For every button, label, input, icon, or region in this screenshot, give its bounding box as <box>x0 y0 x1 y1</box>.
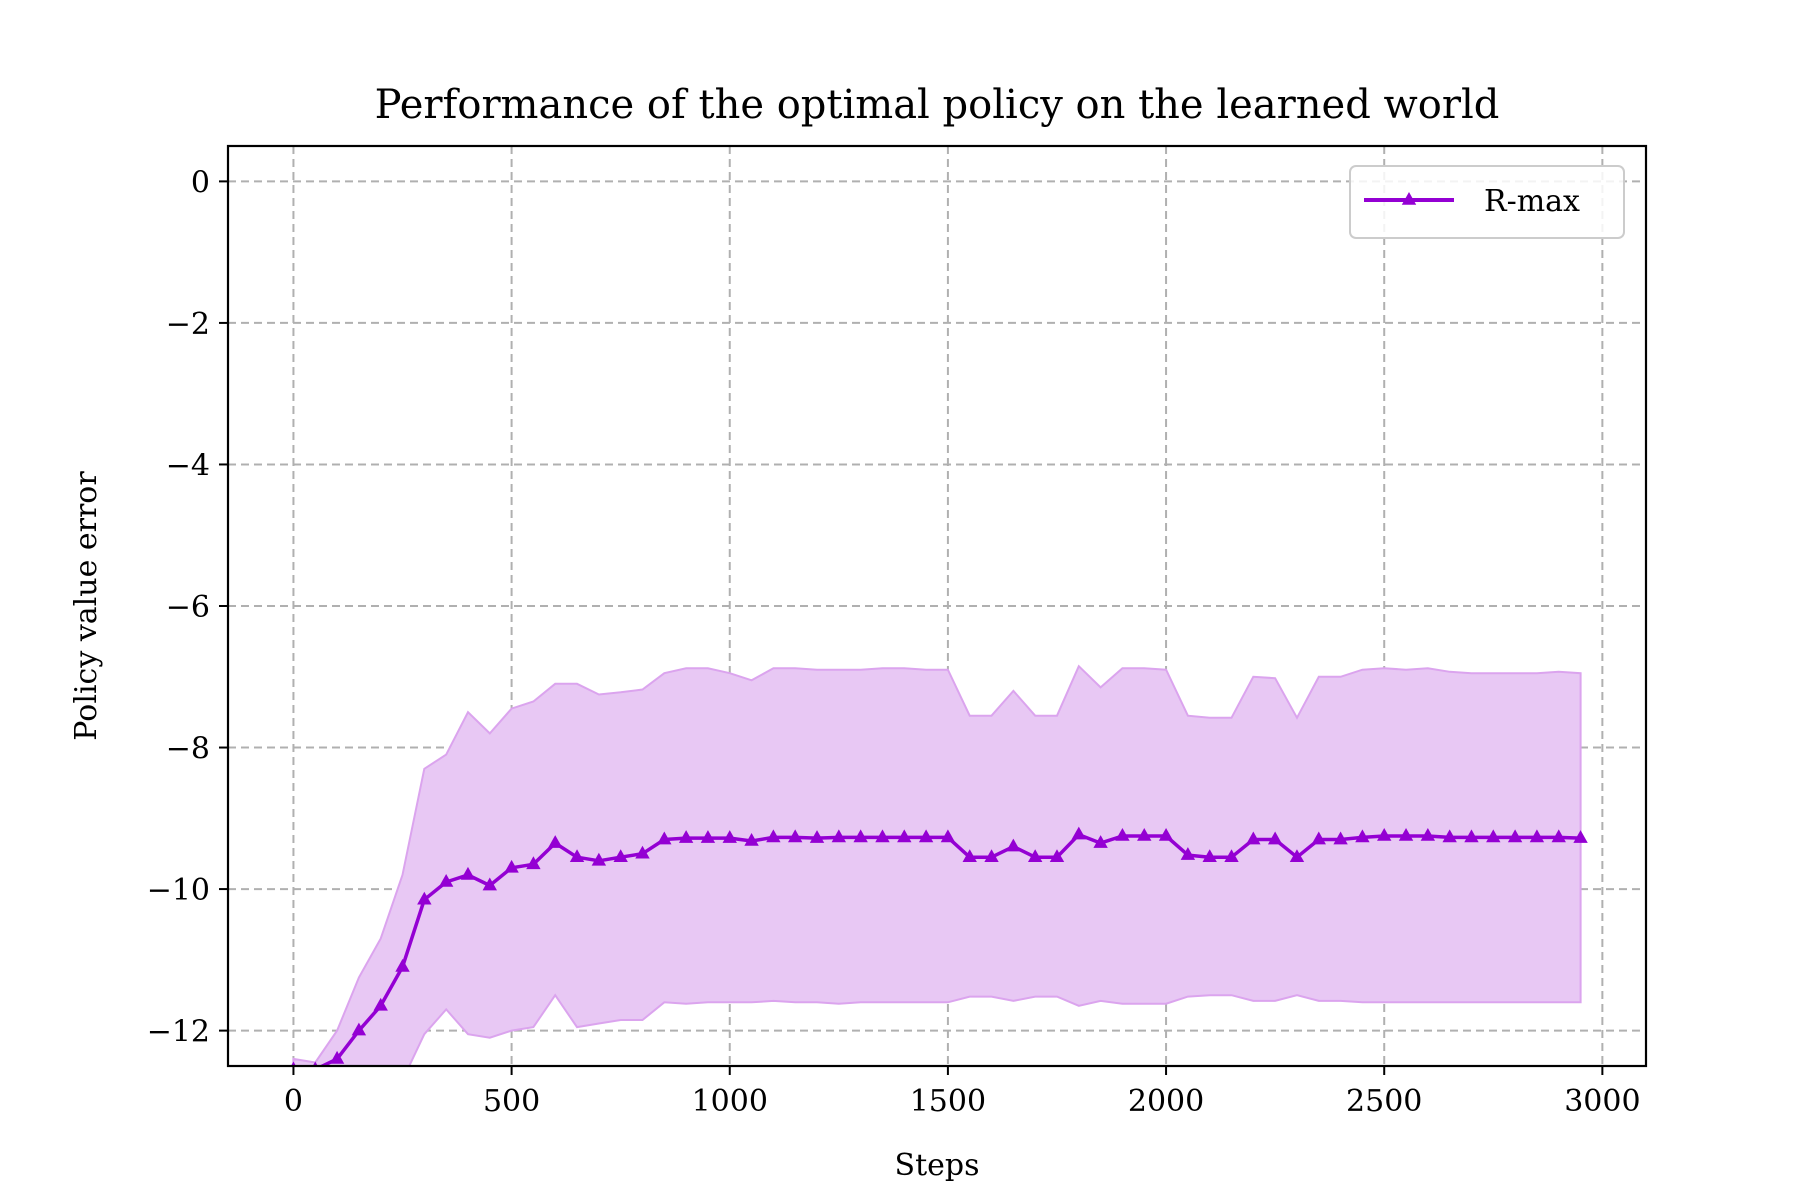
data-point <box>329 1050 345 1064</box>
x-axis-label: Steps <box>895 1148 980 1183</box>
data-point <box>1289 849 1305 863</box>
legend-box <box>1349 165 1625 239</box>
data-point <box>1377 828 1392 841</box>
data-point <box>1507 829 1523 843</box>
data-point <box>1202 849 1217 863</box>
data-point <box>1398 828 1414 841</box>
data-point <box>1180 847 1196 860</box>
data-point <box>984 849 999 863</box>
data-point <box>1158 828 1174 841</box>
data-point <box>1027 849 1043 863</box>
data-point <box>290 1061 296 1066</box>
y-axis-label: Policy value error <box>69 471 104 741</box>
y-tick-label: −2 <box>166 307 210 342</box>
data-point <box>722 830 737 843</box>
legend-marker-sample <box>1401 192 1417 205</box>
y-tick-label: −4 <box>166 448 210 483</box>
y-tick-label: −10 <box>147 873 210 908</box>
data-point <box>831 829 847 843</box>
data-point <box>1267 831 1283 845</box>
data-point <box>1049 849 1065 863</box>
y-tick-label: 0 <box>191 165 210 200</box>
data-point <box>788 829 803 843</box>
data-point <box>962 849 977 863</box>
data-point <box>1355 829 1370 843</box>
data-point <box>591 852 607 866</box>
data-point <box>940 829 956 843</box>
x-tick-label: 2000 <box>1128 1084 1204 1119</box>
data-point <box>1246 831 1261 845</box>
data-point <box>1529 829 1545 843</box>
data-point <box>351 1022 367 1036</box>
data-point <box>548 835 563 848</box>
legend-label: R-max <box>1484 184 1580 219</box>
data-point <box>1551 829 1566 843</box>
data-point <box>569 849 585 863</box>
data-point <box>1006 838 1021 852</box>
x-axis: 0 500 1000 1500 2000 2500 3000 <box>284 1066 1641 1119</box>
y-tick-label: −12 <box>147 1015 210 1050</box>
data-point <box>417 891 432 905</box>
data-point <box>897 829 912 843</box>
data-point <box>1115 828 1130 841</box>
x-tick-label: 500 <box>483 1084 540 1119</box>
data-point <box>1137 828 1152 841</box>
data-point <box>744 832 759 846</box>
data-point <box>1420 828 1436 841</box>
y-axis: 0 −2 −4 −6 −8 −10 −12 <box>147 165 228 1050</box>
data-point <box>875 829 890 843</box>
data-point <box>1442 829 1457 843</box>
data-point <box>1224 849 1239 863</box>
data-point <box>1311 831 1326 845</box>
x-tick-label: 1500 <box>910 1084 986 1119</box>
data-point <box>918 829 934 843</box>
y-tick-label: −6 <box>166 590 210 625</box>
data-point <box>1464 829 1479 843</box>
data-point <box>678 830 694 843</box>
data-point <box>395 958 410 972</box>
data-point <box>526 856 541 870</box>
chart-title: Performance of the optimal policy on the… <box>375 82 1500 128</box>
x-tick-label: 2500 <box>1346 1084 1422 1119</box>
x-tick-label: 0 <box>284 1084 303 1119</box>
data-point <box>438 874 454 887</box>
data-point <box>312 1061 318 1066</box>
x-tick-label: 1000 <box>692 1084 768 1119</box>
data-point <box>1486 829 1501 843</box>
data-point <box>1333 831 1348 845</box>
data-point <box>809 830 825 843</box>
data-point <box>613 849 628 863</box>
data-point <box>504 859 519 873</box>
x-tick-label: 3000 <box>1564 1084 1640 1119</box>
data-point <box>1071 826 1086 840</box>
legend: R-max <box>1349 165 1625 239</box>
series-band <box>292 664 1582 1066</box>
data-point <box>657 831 672 845</box>
data-point <box>482 877 497 891</box>
data-point <box>460 866 476 880</box>
data-point <box>1093 835 1108 848</box>
data-point <box>1573 830 1588 843</box>
data-point <box>853 829 868 843</box>
data-point <box>373 997 388 1011</box>
y-tick-label: −8 <box>166 732 210 767</box>
data-point <box>635 845 650 859</box>
series-markers <box>290 826 1588 1066</box>
data-point <box>766 829 781 843</box>
data-point <box>700 830 716 843</box>
